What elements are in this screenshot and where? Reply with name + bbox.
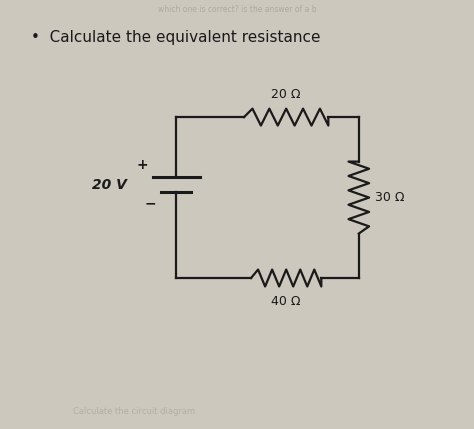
Text: •  Calculate the equivalent resistance: • Calculate the equivalent resistance [31, 30, 320, 45]
Text: 20 V: 20 V [92, 178, 127, 192]
Text: +: + [137, 158, 148, 172]
Text: 40 Ω: 40 Ω [272, 295, 301, 308]
Text: 20 Ω: 20 Ω [272, 88, 301, 101]
Text: which one is correct? is the answer of a b: which one is correct? is the answer of a… [158, 5, 316, 14]
Text: −: − [145, 196, 156, 211]
Text: 30 Ω: 30 Ω [375, 191, 405, 204]
Text: Calculate the circuit diagram: Calculate the circuit diagram [73, 407, 195, 416]
